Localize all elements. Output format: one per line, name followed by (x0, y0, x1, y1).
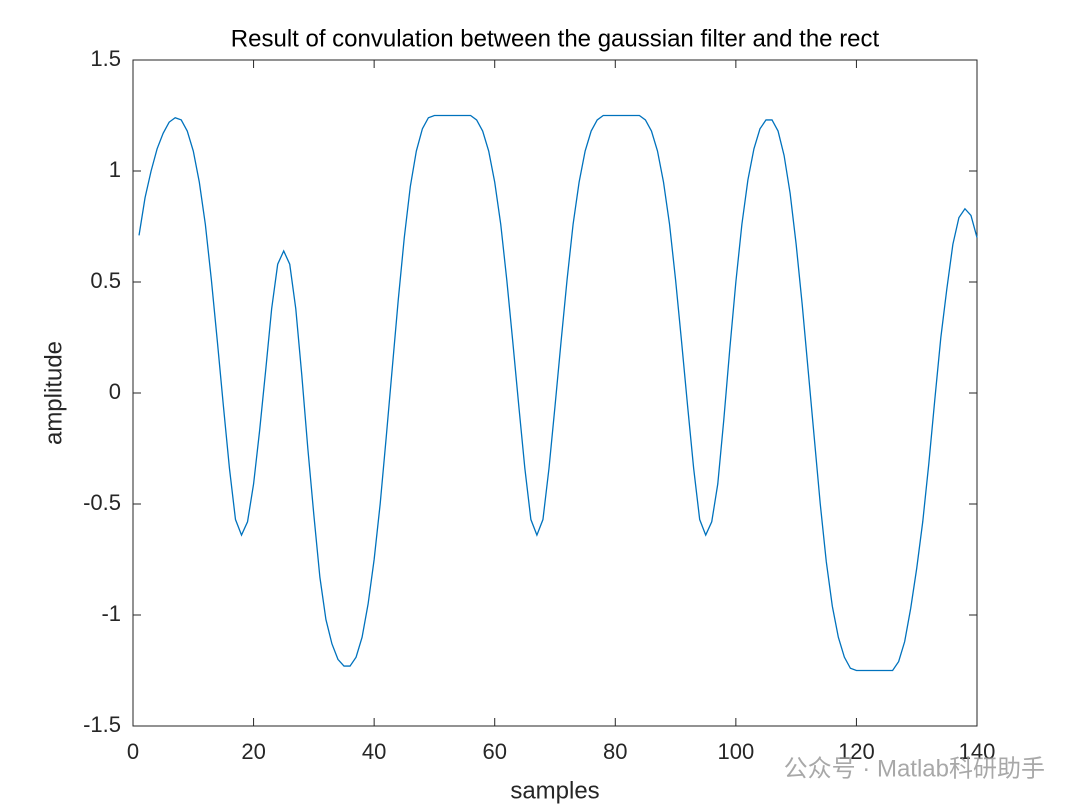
axes-box (132, 59, 978, 727)
y-tick-label: -0.5 (83, 490, 121, 515)
y-tick-label: -1 (101, 601, 121, 626)
y-tick-label: -1.5 (83, 712, 121, 737)
data-line (138, 114, 978, 672)
watermark: 公众号 · Matlab科研助手 (784, 755, 1045, 782)
x-tick-label: 140 (959, 739, 996, 764)
y-tick-label: 1 (109, 157, 121, 182)
x-tick-label: 60 (482, 739, 506, 764)
x-tick-label: 80 (603, 739, 627, 764)
x-axis-label: samples (510, 777, 599, 804)
chart-title: Result of convulation between the gaussi… (231, 25, 880, 52)
x-tick-label: 0 (127, 739, 139, 764)
x-tick-label: 20 (241, 739, 265, 764)
x-tick-label: 40 (362, 739, 386, 764)
y-tick-label: 1.5 (90, 46, 121, 71)
y-tick-label: 0 (109, 379, 121, 404)
y-axis-label: amplitude (40, 341, 67, 445)
x-tick-label: 100 (717, 739, 754, 764)
y-tick-label: 0.5 (90, 268, 121, 293)
x-tick-label: 120 (838, 739, 875, 764)
